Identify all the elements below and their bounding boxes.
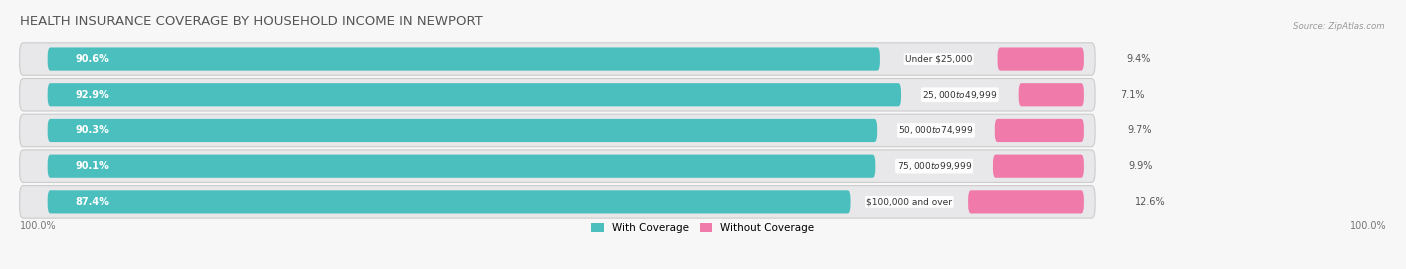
Text: 90.6%: 90.6% (76, 54, 110, 64)
FancyBboxPatch shape (969, 190, 1084, 214)
Text: 9.7%: 9.7% (1128, 125, 1152, 136)
Text: 9.9%: 9.9% (1128, 161, 1153, 171)
FancyBboxPatch shape (1019, 83, 1084, 106)
Text: $25,000 to $49,999: $25,000 to $49,999 (922, 89, 997, 101)
FancyBboxPatch shape (48, 119, 877, 142)
Text: $100,000 and over: $100,000 and over (866, 197, 952, 206)
Text: 100.0%: 100.0% (1350, 221, 1386, 231)
Text: Source: ZipAtlas.com: Source: ZipAtlas.com (1294, 22, 1385, 30)
FancyBboxPatch shape (48, 83, 901, 106)
FancyBboxPatch shape (48, 190, 851, 214)
FancyBboxPatch shape (20, 186, 1095, 218)
Text: 100.0%: 100.0% (20, 221, 56, 231)
Text: 12.6%: 12.6% (1136, 197, 1166, 207)
Text: 92.9%: 92.9% (76, 90, 110, 100)
FancyBboxPatch shape (20, 79, 1095, 111)
Text: 7.1%: 7.1% (1121, 90, 1144, 100)
Text: Under $25,000: Under $25,000 (905, 55, 973, 63)
Legend: With Coverage, Without Coverage: With Coverage, Without Coverage (592, 223, 814, 233)
Text: 9.4%: 9.4% (1126, 54, 1152, 64)
Text: 87.4%: 87.4% (76, 197, 110, 207)
FancyBboxPatch shape (48, 155, 876, 178)
FancyBboxPatch shape (993, 155, 1084, 178)
Text: 90.3%: 90.3% (76, 125, 110, 136)
FancyBboxPatch shape (995, 119, 1084, 142)
Text: $50,000 to $74,999: $50,000 to $74,999 (898, 125, 973, 136)
Text: $75,000 to $99,999: $75,000 to $99,999 (897, 160, 972, 172)
FancyBboxPatch shape (20, 114, 1095, 147)
FancyBboxPatch shape (20, 150, 1095, 182)
Text: HEALTH INSURANCE COVERAGE BY HOUSEHOLD INCOME IN NEWPORT: HEALTH INSURANCE COVERAGE BY HOUSEHOLD I… (20, 15, 482, 28)
FancyBboxPatch shape (997, 47, 1084, 71)
Text: 90.1%: 90.1% (76, 161, 110, 171)
FancyBboxPatch shape (20, 43, 1095, 75)
FancyBboxPatch shape (48, 47, 880, 71)
